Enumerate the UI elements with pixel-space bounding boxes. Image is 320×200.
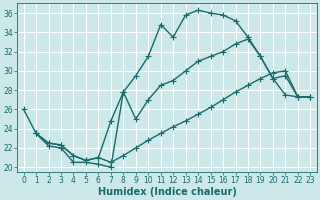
X-axis label: Humidex (Indice chaleur): Humidex (Indice chaleur) <box>98 187 236 197</box>
